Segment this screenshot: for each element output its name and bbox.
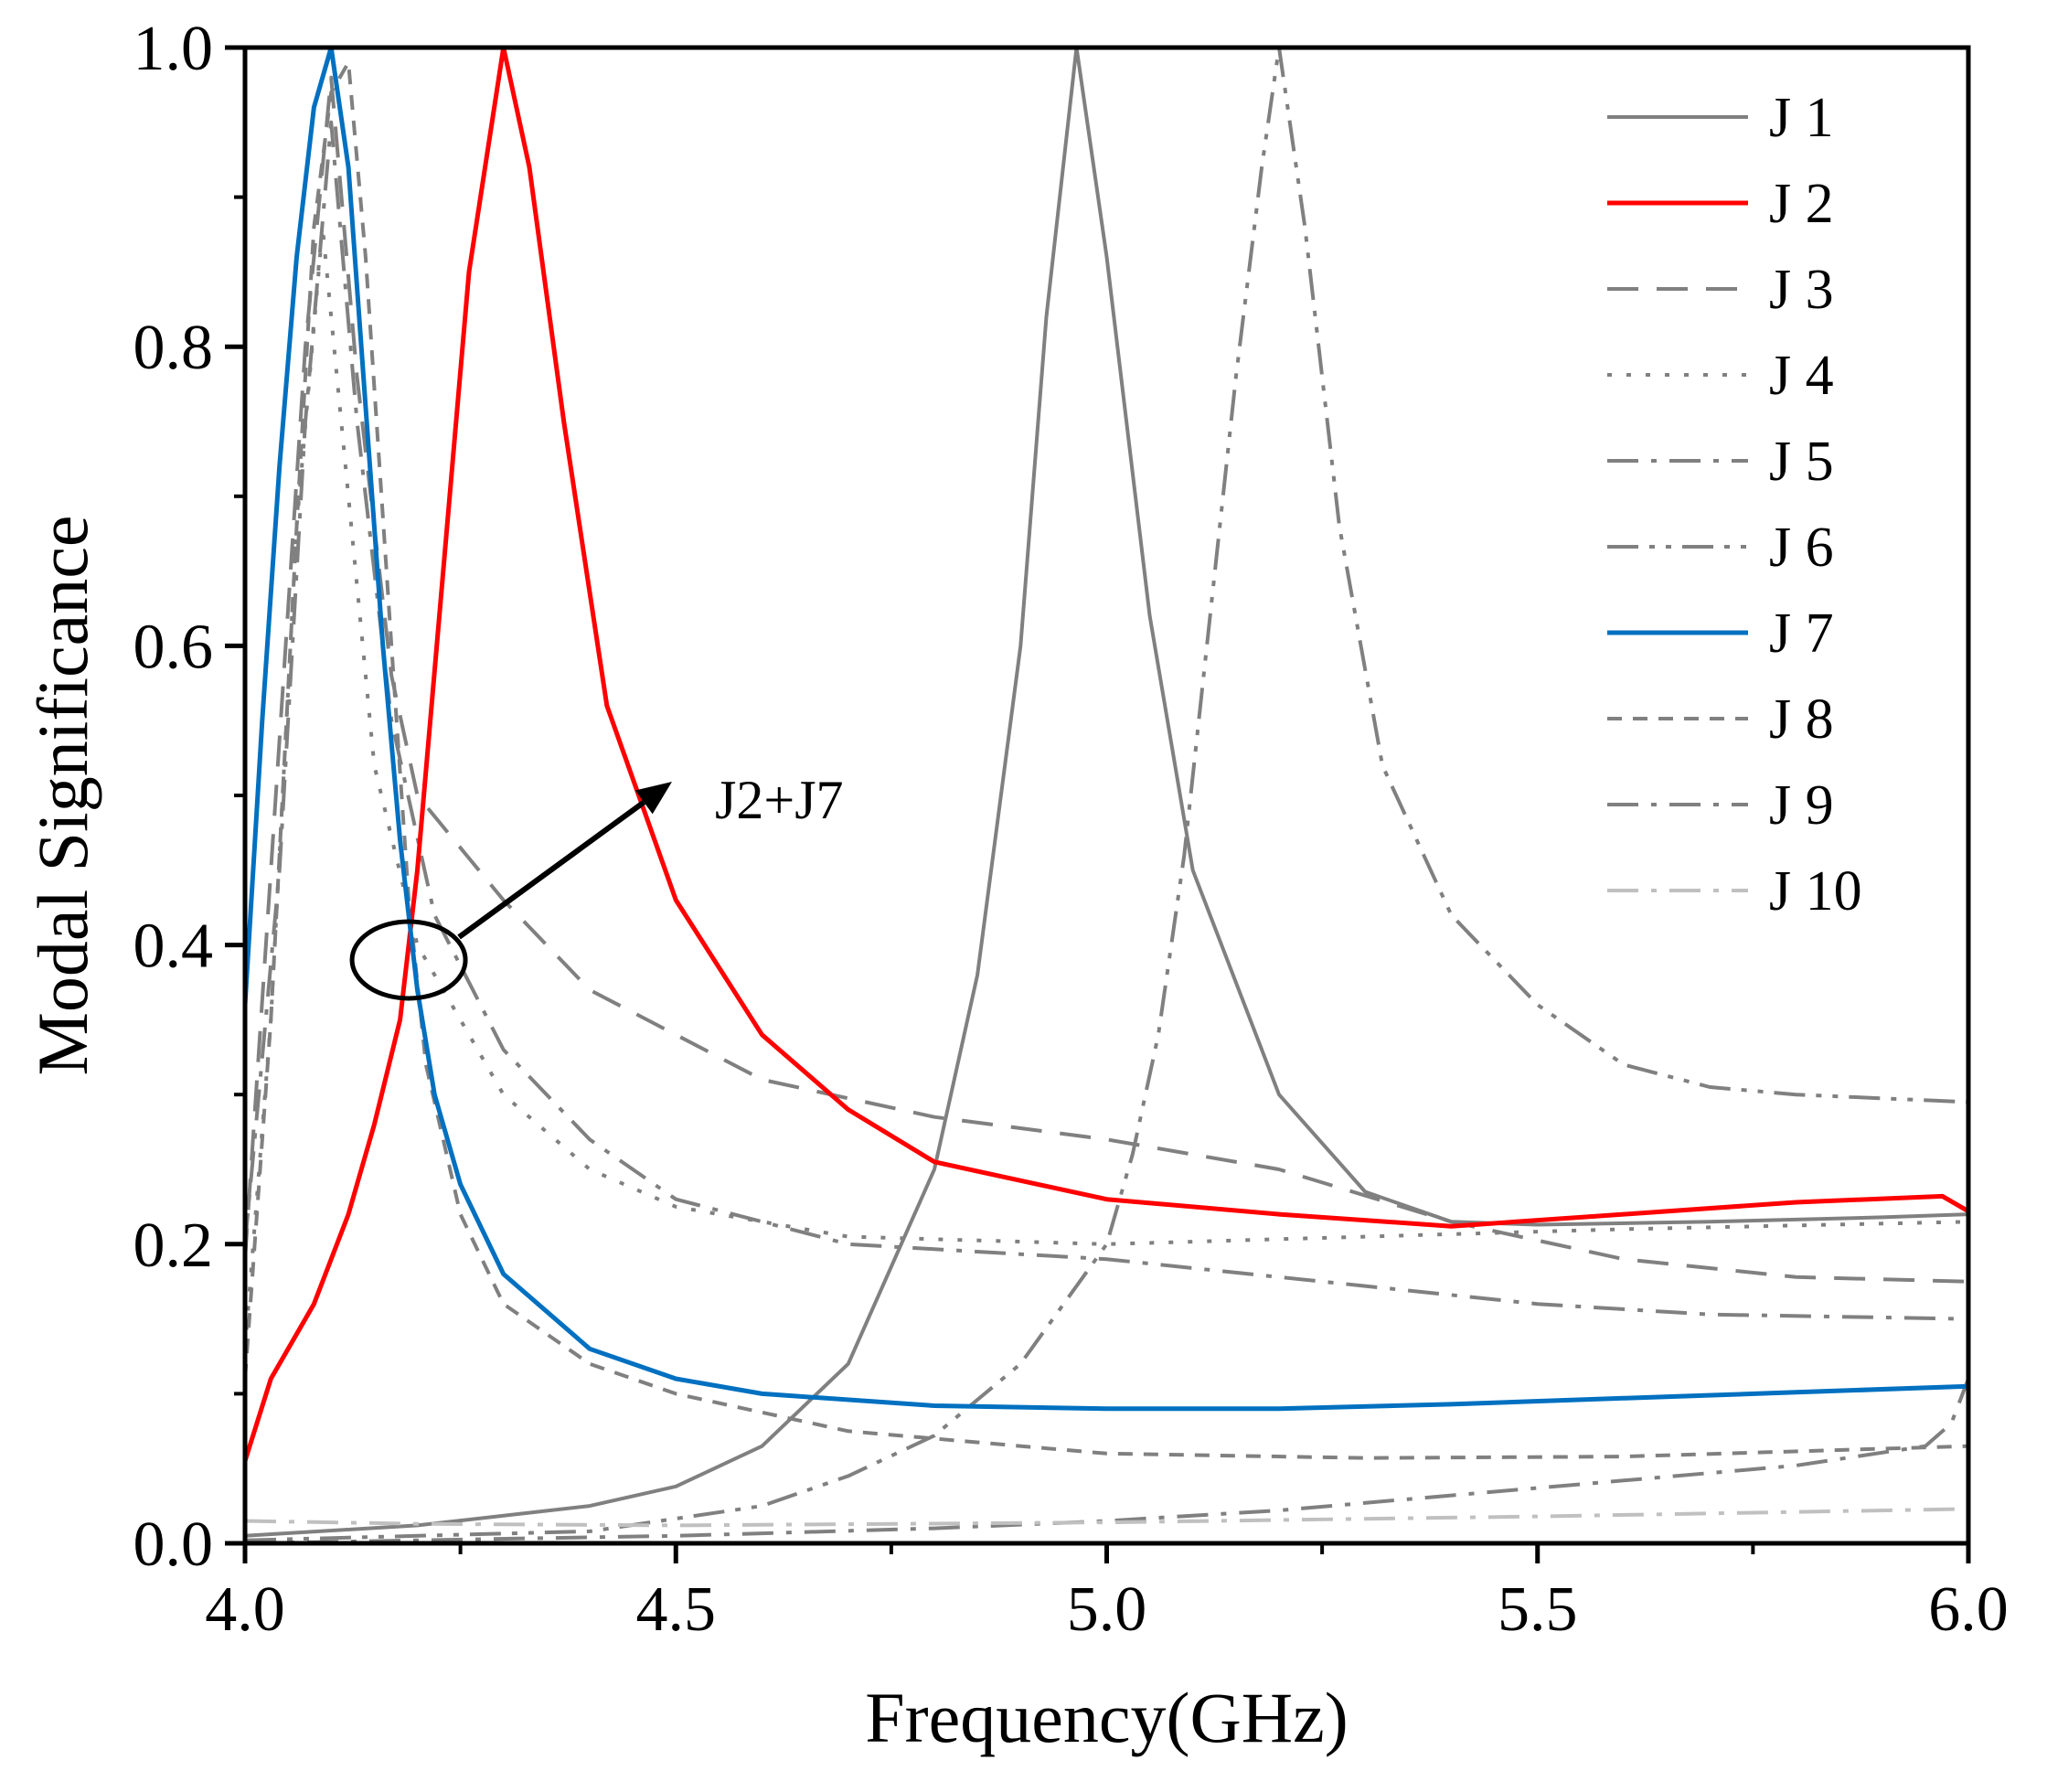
legend-label: J 5 [1769, 431, 1834, 493]
y-tick-label: 0.2 [133, 1211, 214, 1281]
legend-label: J 10 [1769, 860, 1862, 923]
annotation-arrow [457, 799, 646, 940]
y-tick-label: 1.0 [133, 14, 214, 84]
y-tick-label: 0.8 [133, 313, 214, 383]
series-line-j5 [245, 120, 1968, 1321]
series-line-j6 [245, 46, 1968, 1542]
y-tick-label: 0.6 [133, 612, 214, 682]
annotation: J2+J7 [349, 770, 844, 1001]
tick-layer: 4.0 4.5 5.0 5.5 6.0 0.0 0.2 0.4 0.6 0.8 1.0 [133, 14, 2009, 1645]
x-tick-label: 4.5 [636, 1574, 717, 1645]
legend-label: J 4 [1769, 345, 1834, 407]
series-line-j9 [245, 1378, 1968, 1543]
legend-label: J 8 [1769, 688, 1834, 751]
y-axis-title: Modal Significance [23, 516, 102, 1076]
y-tick-label: 0.4 [133, 912, 214, 982]
annotation-ellipse [349, 919, 468, 1001]
x-tick-label: 4.0 [205, 1574, 285, 1645]
legend-label: J 7 [1769, 603, 1834, 665]
legend-item-j3: J 3 [1607, 259, 1834, 321]
annotation-arrowhead [634, 782, 672, 815]
series-line-j7 [245, 45, 1968, 1412]
x-tick-label: 5.0 [1067, 1574, 1147, 1645]
legend-item-j9: J 9 [1607, 774, 1834, 837]
series-line-j1 [245, 46, 1968, 1538]
legend-item-j2: J 2 [1607, 173, 1834, 235]
legend-item-j1: J 1 [1607, 87, 1834, 149]
legend-label: J 6 [1769, 517, 1834, 579]
annotation-label: J2+J7 [715, 770, 844, 830]
legend-item-j8: J 8 [1607, 688, 1834, 751]
legend-label: J 1 [1769, 87, 1834, 149]
series-line-j2 [245, 45, 1968, 1462]
legend-item-j7: J 7 [1607, 603, 1834, 665]
legend-item-j4: J 4 [1607, 345, 1834, 407]
legend-label: J 9 [1769, 774, 1834, 837]
legend: J 1 J 2 J 3 J 4 J 5 J 6 J 7 J 8 J 9 J 10 [1607, 87, 1862, 923]
x-axis-title: Frequency(GHz) [865, 1678, 1348, 1757]
series-line-j8 [245, 60, 1968, 1460]
legend-item-j5: J 5 [1607, 431, 1834, 493]
x-tick-label: 6.0 [1928, 1574, 2009, 1645]
y-tick-label: 0.0 [133, 1509, 214, 1580]
legend-item-j10: J 10 [1607, 860, 1862, 923]
legend-item-j6: J 6 [1607, 517, 1834, 579]
series-line-j4 [245, 225, 1968, 1349]
series-layer [245, 45, 1968, 1543]
series-line-j10 [245, 1507, 1968, 1528]
x-tick-label: 5.5 [1498, 1574, 1578, 1645]
legend-label: J 3 [1769, 259, 1834, 321]
legend-label: J 2 [1769, 173, 1834, 235]
